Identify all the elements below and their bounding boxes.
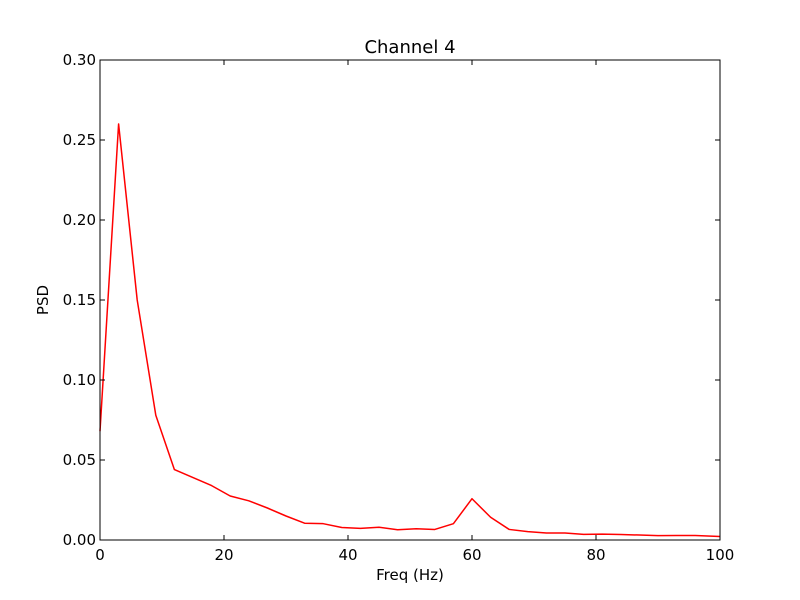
x-tick-label: 0 (95, 546, 105, 564)
x-tick-label: 40 (338, 546, 357, 564)
y-tick-label: 0.15 (63, 291, 96, 309)
x-tick-label: 60 (462, 546, 481, 564)
y-axis-label: PSD (34, 285, 52, 315)
x-tick-label: 20 (214, 546, 233, 564)
plot-layer (99, 60, 721, 540)
y-tick-label: 0.00 (63, 531, 96, 549)
x-tick-label: 80 (586, 546, 605, 564)
plot-area (100, 60, 720, 540)
ticks-layer: 0 20 40 60 80 100 0.00 0.05 0.10 0.15 0.20 0.25 0.30 (63, 51, 735, 564)
chart-title: Channel 4 (364, 37, 455, 58)
y-tick-label: 0.25 (63, 131, 96, 149)
y-tick-label: 0.05 (63, 451, 96, 469)
y-tick-label: 0.20 (63, 211, 96, 229)
x-tick-label: 100 (706, 546, 735, 564)
x-axis-label: Freq (Hz) (376, 566, 444, 584)
psd-series-line-0 (99, 123, 721, 538)
y-tick-label: 0.10 (63, 371, 96, 389)
y-tick-label: 0.30 (63, 51, 96, 69)
